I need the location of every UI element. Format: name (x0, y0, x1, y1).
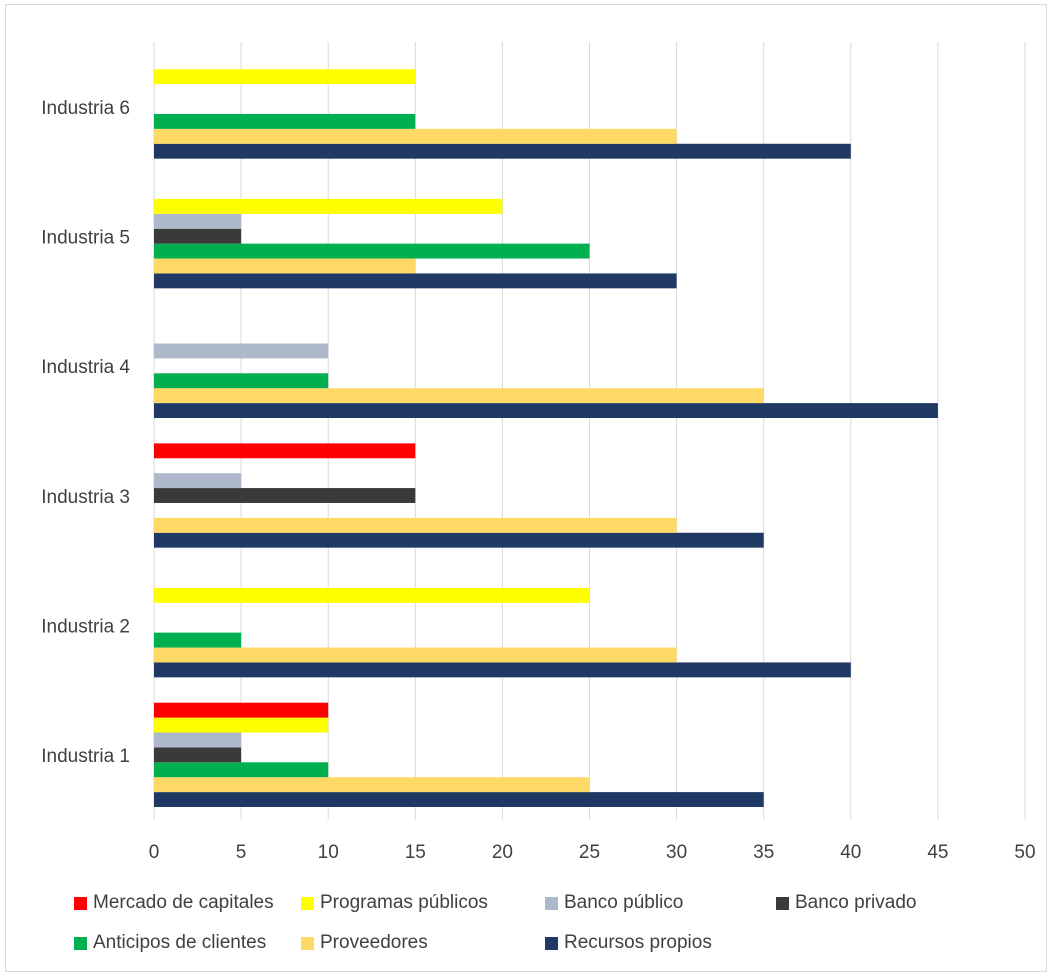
bar (154, 273, 677, 289)
bar (154, 403, 938, 418)
bar (154, 69, 416, 85)
bar (154, 258, 416, 274)
bars (154, 69, 938, 807)
x-tick-label: 15 (405, 842, 426, 863)
x-tick-label: 0 (149, 842, 160, 863)
category-label: Industria 1 (41, 746, 130, 767)
category-label: Industria 4 (41, 357, 130, 378)
bar (154, 532, 764, 548)
bar (154, 198, 503, 214)
bar (154, 443, 416, 459)
bar (154, 113, 416, 129)
bar (154, 143, 851, 159)
bar (154, 747, 242, 763)
bar (154, 717, 329, 733)
bar (154, 243, 590, 259)
bar (154, 777, 590, 793)
bar (154, 517, 677, 533)
bar (154, 587, 590, 603)
bar (154, 228, 242, 244)
x-tick-label: 45 (927, 842, 948, 863)
bar (154, 732, 242, 748)
bar (154, 388, 764, 404)
bar (154, 343, 329, 359)
category-label: Industria 5 (41, 228, 130, 249)
bar (154, 702, 329, 718)
category-label: Industria 2 (41, 617, 130, 638)
category-label: Industria 6 (41, 98, 130, 119)
x-tick-labels: 0 5 10 15 20 25 30 35 40 45 50 (149, 842, 1036, 863)
x-tick-label: 50 (1014, 842, 1035, 863)
bar (154, 647, 677, 663)
x-tick-label: 10 (318, 842, 339, 863)
bar (154, 488, 416, 503)
category-labels: Industria 1 Industria 2 Industria 3 Industr… (41, 98, 130, 767)
x-tick-label: 5 (236, 842, 247, 863)
x-tick-label: 20 (492, 842, 513, 863)
bar (154, 473, 242, 489)
bar (154, 662, 851, 678)
bar (154, 632, 242, 648)
bar (154, 373, 329, 389)
category-label: Industria 3 (41, 487, 130, 508)
x-tick-label: 25 (579, 842, 600, 863)
x-tick-label: 30 (666, 842, 687, 863)
bar (154, 213, 242, 229)
bar (154, 762, 329, 778)
x-tick-label: 40 (840, 842, 861, 863)
gridlines (153, 42, 1026, 820)
x-tick-label: 35 (753, 842, 774, 863)
bar (154, 792, 764, 807)
bar (154, 128, 677, 144)
